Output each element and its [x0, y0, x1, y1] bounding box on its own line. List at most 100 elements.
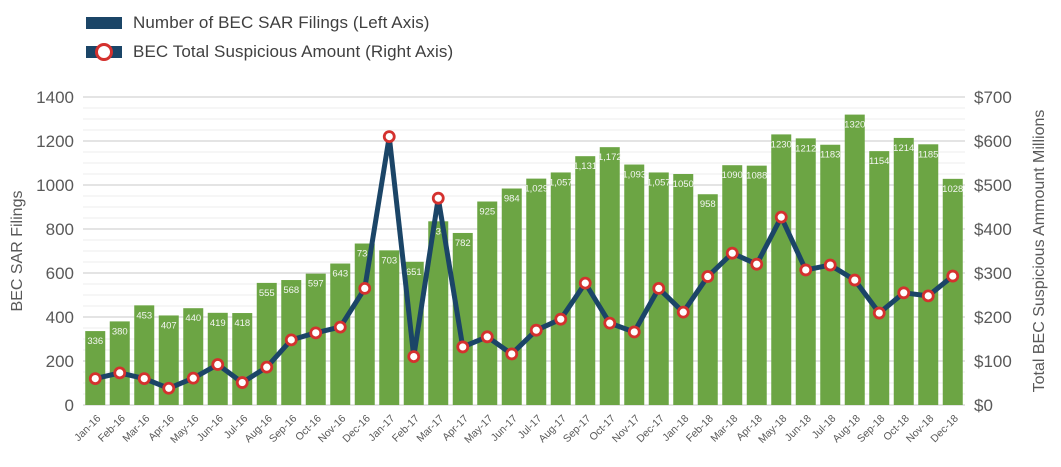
bar-label-Nov-18: 1185 [918, 149, 938, 160]
bar-label-Aug-18: 1320 [844, 120, 865, 131]
marker-May-17 [480, 330, 494, 344]
right-axis-title: Total BEC Suspicious Ammount Millions [1031, 110, 1048, 393]
x-label-Sep-16: Sep-16 [267, 413, 300, 446]
marker-Nov-18 [921, 289, 935, 303]
bar-Apr-17 [452, 232, 473, 405]
bar-Aug-18 [844, 114, 865, 405]
bar-label-Nov-17: 1,093 [622, 170, 646, 181]
bar-Oct-17 [599, 147, 620, 405]
bar-Mar-17 [428, 221, 449, 405]
chart-legend: Number of BEC SAR Filings (Left Axis) BE… [86, 13, 453, 62]
bar-label-Nov-16: 643 [332, 269, 348, 280]
legend-item-amount: BEC Total Suspicious Amount (Right Axis) [86, 42, 453, 62]
line-series-swatch-icon [86, 43, 122, 61]
right-tick-$600: $600 [974, 132, 1012, 151]
bar-Jul-18 [820, 144, 841, 406]
x-label-Mar-17: Mar-17 [414, 413, 446, 445]
bar-Mar-18 [722, 165, 743, 405]
right-tick-$0: $0 [974, 396, 993, 415]
marker-Jul-17 [529, 323, 543, 337]
left-axis-title: BEC SAR Filings [9, 191, 26, 312]
bar-label-Jul-18: 1183 [820, 150, 840, 161]
marker-Aug-17 [554, 312, 568, 326]
bar-label-Jun-17: 984 [504, 194, 520, 205]
bar-label-Oct-17: 1,172 [598, 152, 622, 163]
bar-label-Dec-18: 1028 [942, 184, 963, 195]
bar-Dec-16 [354, 243, 375, 405]
marker-Apr-17 [456, 340, 470, 354]
marker-Oct-17 [603, 316, 617, 330]
marker-Feb-17 [407, 350, 421, 364]
marker-Mar-18 [725, 246, 739, 260]
bar-label-Oct-16: 597 [308, 279, 324, 290]
bar-label-Sep-18: 1154 [869, 156, 889, 167]
bar-Nov-17 [624, 164, 645, 405]
bar-Sep-18 [869, 151, 890, 405]
bar-Jul-17 [526, 178, 547, 405]
bar-label-Oct-18: 1214 [893, 143, 914, 154]
legend-label-filings: Number of BEC SAR Filings (Left Axis) [133, 13, 430, 32]
bar-Dec-18 [942, 178, 963, 405]
bar-label-Aug-17: 1,057 [549, 177, 573, 188]
marker-Jan-18 [676, 305, 690, 319]
x-label-Mar-16: Mar-16 [120, 413, 152, 445]
marker-May-18 [774, 210, 788, 224]
bar-Aug-16 [256, 282, 277, 405]
bar-Jun-17 [501, 188, 522, 405]
x-label-Dec-18: Dec-18 [928, 413, 961, 446]
bar-label-May-16: 440 [185, 313, 201, 324]
marker-Feb-16 [113, 366, 127, 380]
bar-Jan-18 [673, 174, 694, 405]
marker-Nov-16 [333, 320, 347, 334]
bar-label-Feb-17: 651 [406, 267, 422, 278]
bar-Aug-17 [550, 172, 571, 405]
marker-Jan-17 [382, 130, 396, 144]
x-label-Dec-17: Dec-17 [634, 413, 667, 446]
x-label-Sep-18: Sep-18 [855, 413, 888, 446]
marker-Oct-18 [897, 286, 911, 300]
bar-label-Sep-17: 1,131 [573, 161, 597, 172]
bar-label-Feb-16: 380 [112, 326, 128, 337]
bar-label-Jun-16: 419 [210, 318, 226, 329]
marker-Mar-17 [431, 191, 445, 205]
bar-label-Feb-18: 958 [700, 199, 716, 210]
bar-Jan-17 [379, 250, 400, 405]
left-tick-600: 600 [46, 264, 74, 283]
bar-label-Mar-16: 453 [136, 310, 152, 321]
right-tick-$300: $300 [974, 264, 1012, 283]
bar-label-Sep-16: 568 [283, 285, 299, 296]
marker-Aug-16 [260, 360, 274, 374]
bar-Nov-16 [330, 263, 351, 405]
marker-Sep-18 [872, 306, 886, 320]
right-tick-$700: $700 [974, 88, 1012, 107]
x-label-Dec-16: Dec-16 [340, 413, 373, 446]
bar-label-Jan-16: 336 [87, 336, 103, 347]
bar-label-Apr-16: 407 [161, 320, 177, 331]
legend-label-amount: BEC Total Suspicious Amount (Right Axis) [133, 42, 454, 61]
marker-Apr-16 [162, 381, 176, 395]
left-tick-1000: 1000 [36, 176, 74, 195]
marker-ring-icon [95, 43, 113, 61]
bar-Feb-16 [109, 321, 130, 405]
bar-Apr-18 [746, 165, 767, 405]
bar-label-Jan-17: 703 [381, 255, 397, 266]
left-tick-1400: 1400 [36, 88, 74, 107]
bar-May-18 [771, 134, 792, 405]
marker-Sep-16 [284, 333, 298, 347]
legend-item-filings: Number of BEC SAR Filings (Left Axis) [86, 13, 453, 33]
bar-Feb-18 [697, 194, 718, 405]
x-label-Jun-17: Jun-17 [489, 413, 520, 444]
bar-label-Dec-16: 734 [357, 249, 373, 260]
bar-label-Jan-18: 1050 [673, 179, 694, 190]
bar-label-May-17: 925 [479, 207, 495, 218]
marker-Nov-17 [627, 325, 641, 339]
bar-label-Apr-18: 1088 [746, 171, 767, 182]
bar-label-Aug-16: 555 [259, 288, 275, 299]
bar-label-Mar-17: 835 [430, 226, 446, 237]
bar-Oct-18 [893, 137, 914, 406]
bar-label-Mar-18: 1090 [722, 170, 743, 181]
bar-Oct-16 [305, 273, 326, 405]
right-tick-$100: $100 [974, 352, 1012, 371]
bar-May-17 [477, 201, 498, 405]
